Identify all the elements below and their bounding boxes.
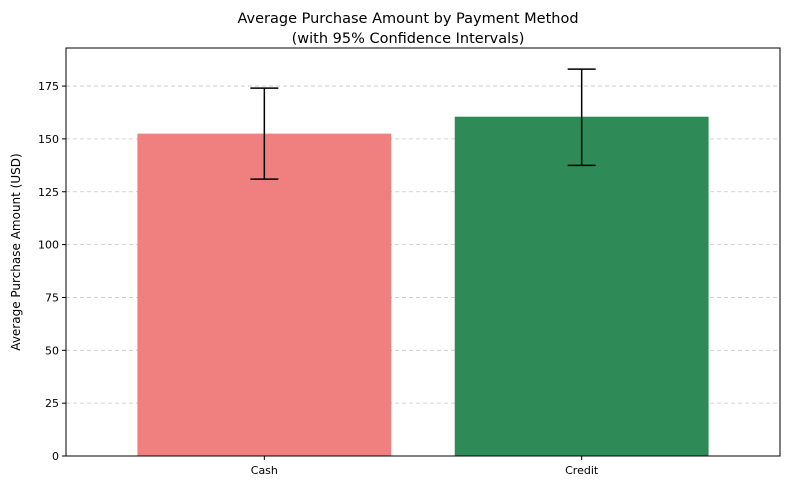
error-bar-cash <box>250 87 279 180</box>
y-axis-label: Average Purchase Amount (USD) <box>9 153 23 350</box>
bar-credit <box>454 116 709 457</box>
error-bars <box>250 68 596 180</box>
y-tick-label-5: 125 <box>38 186 59 199</box>
x-axis-ticks: Cash Credit <box>251 456 599 477</box>
error-bar-credit <box>567 68 596 167</box>
chart-title-line-1: Average Purchase Amount by Payment Metho… <box>237 11 578 27</box>
plot-area-frame <box>65 47 781 457</box>
y-axis-ticks: 0 25 50 75 100 125 150 175 <box>38 80 66 463</box>
y-tick-label-2: 50 <box>45 344 59 357</box>
x-tick-label-credit: Credit <box>565 464 599 477</box>
chart-title: Average Purchase Amount by Payment Metho… <box>237 11 578 47</box>
bars <box>137 116 709 457</box>
y-tick-label-1: 25 <box>45 397 59 410</box>
chart-title-line-2: (with 95% Confidence Intervals) <box>292 31 525 47</box>
x-tick-label-cash: Cash <box>251 464 278 477</box>
y-tick-label-6: 150 <box>38 133 59 146</box>
y-tick-label-4: 100 <box>38 239 59 252</box>
bar-cash <box>137 133 392 456</box>
y-tick-label-0: 0 <box>52 450 59 463</box>
y-tick-label-3: 75 <box>45 291 59 304</box>
y-tick-label-7: 175 <box>38 80 59 93</box>
